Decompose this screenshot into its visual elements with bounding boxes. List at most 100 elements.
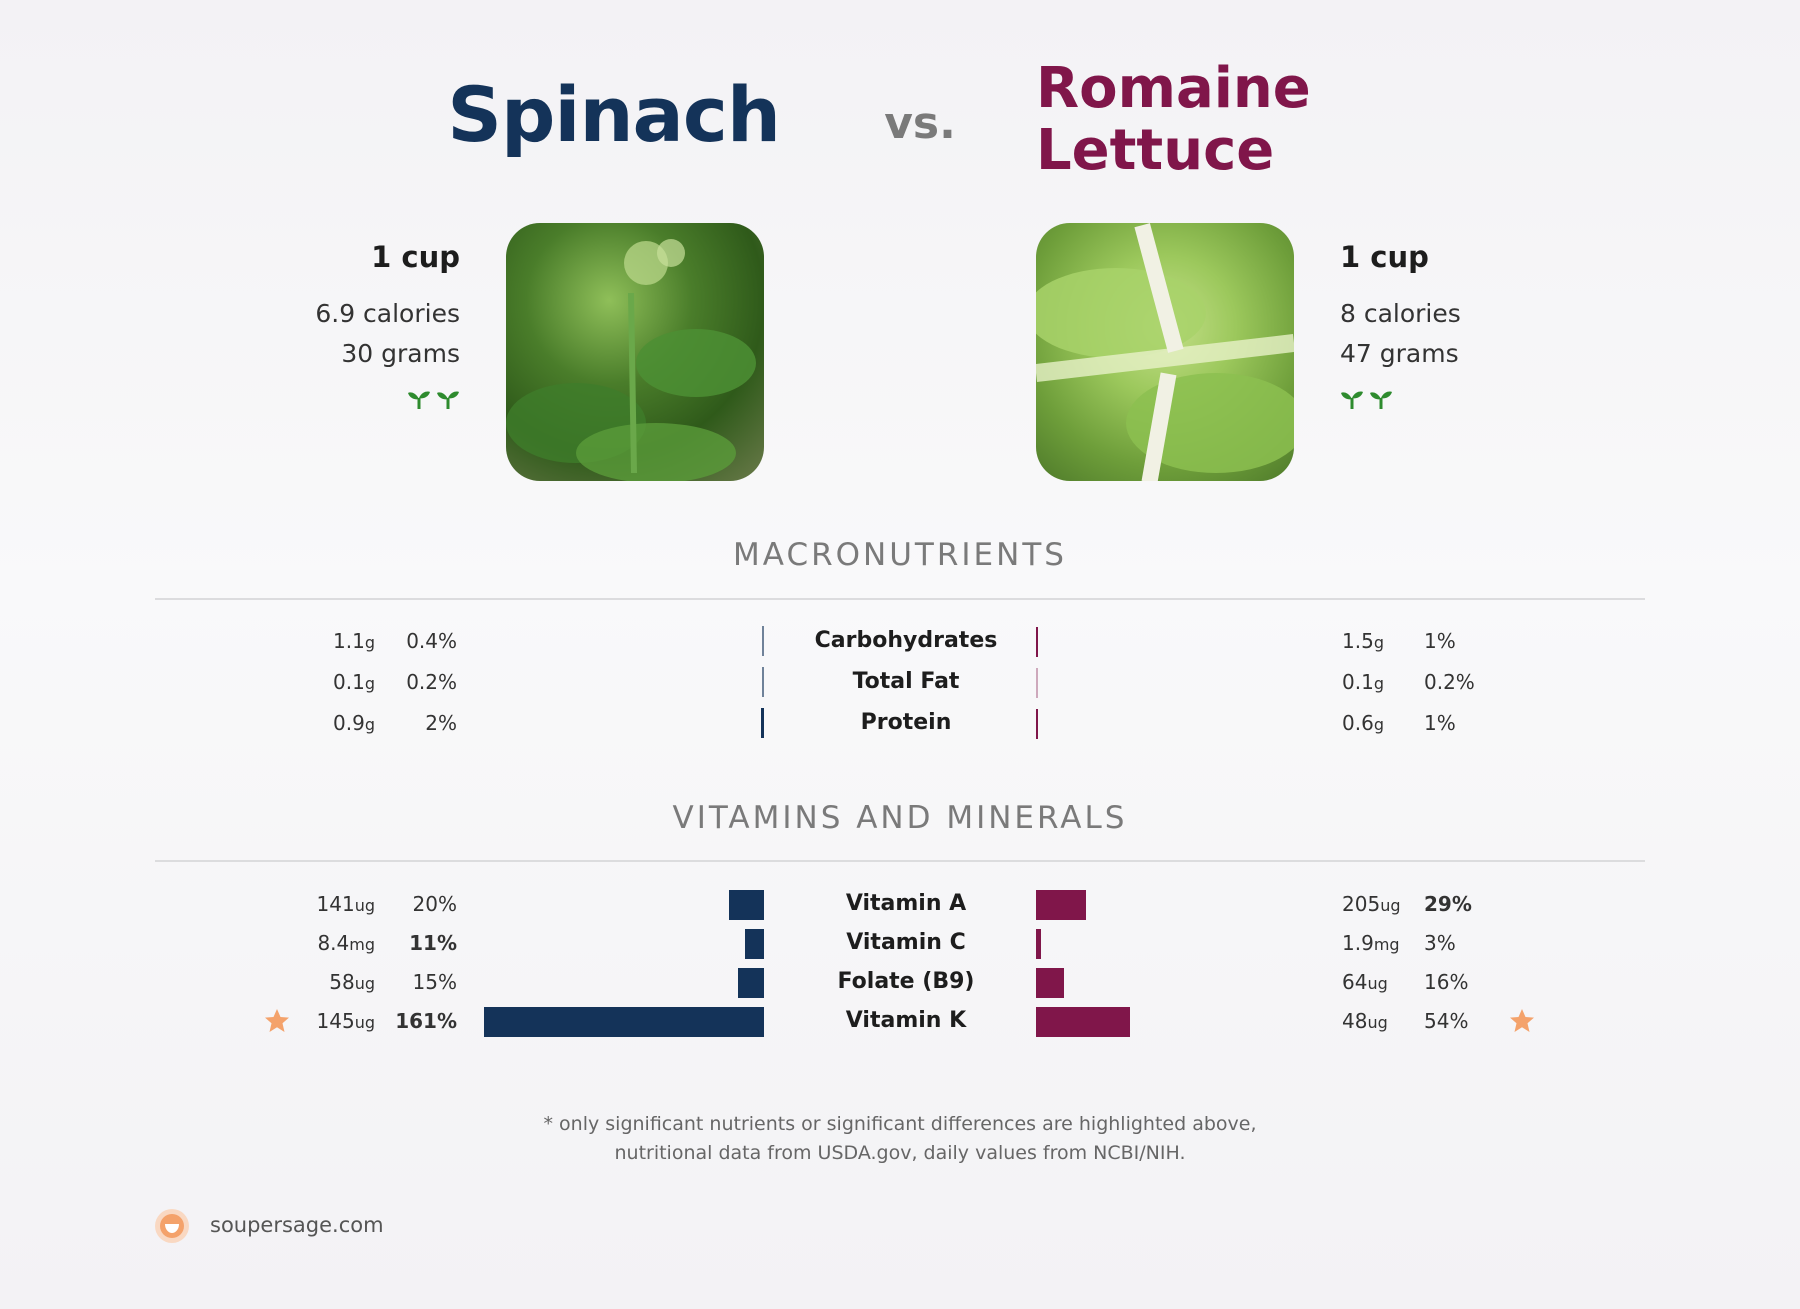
nutrient-row: 8.4mg 11% Vitamin C 1.9mg 3% (0, 925, 1800, 961)
amount-unit: g (364, 715, 375, 734)
nutrient-row: 1.1g 0.4% Carbohydrates 1.5g 1% (0, 623, 1800, 659)
amount-value: 1.5 (1342, 629, 1374, 653)
left-amount: 58ug (260, 964, 375, 1000)
amount-unit: g (364, 633, 375, 652)
amount-value: 0.9 (333, 711, 365, 735)
nutrient-row: 58ug 15% Folate (B9) 64ug 16% (0, 964, 1800, 1000)
amount-value: 1.1 (333, 629, 365, 653)
left-percent: 161% (395, 1009, 457, 1033)
left-bar (762, 626, 764, 656)
sprout-icon (407, 391, 430, 409)
right-bar (1036, 890, 1087, 920)
amount-unit: g (364, 674, 375, 693)
macronutrients-heading: MACRONUTRIENTS (733, 537, 1067, 573)
left-amount: 0.9g (260, 705, 375, 741)
footnote: * only significant nutrients or signific… (0, 1110, 1800, 1168)
amount-value: 0.1 (1342, 670, 1374, 694)
right-calories: 8 calories (1340, 299, 1461, 328)
left-food-info: 1 cup 6.9 calories 30 grams (250, 240, 460, 412)
right-amount: 0.6g (1342, 705, 1462, 741)
amount-value: 8.4 (317, 931, 350, 955)
right-bar (1036, 929, 1042, 959)
amount-value: 58 (329, 970, 355, 994)
right-percent: 3% (1424, 931, 1456, 955)
left-grams: 30 grams (341, 339, 460, 368)
vs-label: vs. (884, 98, 956, 149)
right-bar (1036, 627, 1038, 657)
nutrient-label: Total Fat (852, 669, 960, 694)
right-bar (1036, 1007, 1130, 1037)
left-bar (737, 968, 764, 998)
amount-value: 48 (1342, 1009, 1368, 1033)
left-amount: 8.4mg (260, 925, 375, 961)
right-amount: 1.5g (1342, 623, 1462, 659)
footnote-line-2: nutritional data from USDA.gov, daily va… (614, 1142, 1186, 1164)
left-amount: 145ug (260, 1003, 375, 1039)
footnote-line-1: * only significant nutrients or signific… (543, 1113, 1257, 1135)
nutrient-label: Folate (B9) (837, 969, 975, 994)
right-percent: 1% (1424, 629, 1456, 653)
star-icon (1510, 1009, 1534, 1032)
left-percent: 0.4% (406, 629, 457, 653)
amount-unit: mg (1373, 935, 1400, 954)
amount-value: 145 (316, 1009, 355, 1033)
amount-unit: g (1373, 633, 1384, 652)
sprout-icon (1341, 391, 1363, 409)
amount-value: 1.9 (1342, 931, 1374, 955)
left-bar (744, 929, 764, 959)
right-percent: 54% (1424, 1009, 1469, 1033)
right-amount: 1.9mg (1342, 925, 1462, 961)
left-bar (483, 1007, 764, 1037)
nutrient-label: Vitamin A (845, 891, 967, 916)
right-food-info: 1 cup 8 calories 47 grams (1340, 240, 1560, 412)
left-bar (760, 708, 764, 738)
right-amount: 0.1g (1342, 664, 1462, 700)
right-sprouts (1340, 388, 1560, 412)
spinach-photo (506, 223, 764, 481)
left-percent: 15% (412, 970, 457, 994)
soupersage-logo-icon (155, 1209, 189, 1243)
amount-value: 0.1 (333, 670, 365, 694)
amount-unit: ug (354, 1013, 375, 1032)
star-icon (265, 1009, 289, 1032)
macros-divider (155, 598, 1645, 600)
amount-unit: ug (354, 896, 375, 915)
amount-unit: mg (349, 935, 375, 954)
left-bar (729, 890, 764, 920)
amount-value: 141 (316, 892, 355, 916)
amount-value: 205 (1342, 892, 1381, 916)
right-bar (1036, 709, 1038, 739)
right-serving: 1 cup (1340, 240, 1429, 274)
left-serving: 1 cup (371, 240, 460, 274)
vitamins-heading: VITAMINS AND MINERALS (672, 800, 1128, 836)
right-amount: 205ug (1342, 886, 1462, 922)
nutrient-label: Vitamin K (845, 1008, 967, 1033)
right-percent: 1% (1424, 711, 1456, 735)
left-amount: 1.1g (260, 623, 375, 659)
right-percent: 16% (1424, 970, 1469, 994)
left-percent: 11% (409, 931, 457, 955)
right-bar (1036, 668, 1038, 698)
nutrient-row: 145ug 161% Vitamin K 48ug 54% (0, 1003, 1800, 1039)
right-amount: 64ug (1342, 964, 1462, 1000)
amount-unit: ug (1367, 1013, 1388, 1032)
amount-value: 64 (1342, 970, 1368, 994)
left-food-title: Spinach (447, 70, 781, 159)
nutrient-label: Carbohydrates (814, 628, 998, 653)
left-sprouts (250, 388, 460, 412)
right-food-title: Romaine Lettuce (1036, 56, 1311, 183)
nutrient-row: 141ug 20% Vitamin A 205ug 29% (0, 886, 1800, 922)
right-percent: 0.2% (1424, 670, 1475, 694)
nutrient-row: 0.9g 2% Protein 0.6g 1% (0, 705, 1800, 741)
amount-unit: ug (1367, 974, 1388, 993)
nutrient-label: Protein (860, 710, 952, 735)
amount-unit: g (1373, 715, 1384, 734)
left-percent: 0.2% (406, 670, 457, 694)
right-bar (1036, 968, 1064, 998)
right-amount: 48ug (1342, 1003, 1462, 1039)
vitamins-divider (155, 860, 1645, 862)
amount-unit: ug (354, 974, 375, 993)
brand-link[interactable]: soupersage.com (210, 1213, 384, 1237)
left-bar (762, 667, 764, 697)
romaine-photo (1036, 223, 1294, 481)
